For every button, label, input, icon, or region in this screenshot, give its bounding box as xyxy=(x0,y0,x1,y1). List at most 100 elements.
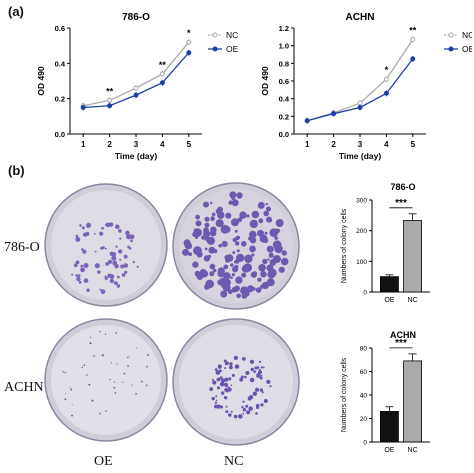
colony-dot xyxy=(231,373,235,377)
x-axis-label-786-o: Time (day) xyxy=(115,151,158,161)
colony-dot xyxy=(215,395,218,398)
colony-dot xyxy=(234,364,240,369)
colony-dot xyxy=(104,223,107,226)
colony-dot xyxy=(230,410,233,413)
colony-dot xyxy=(249,245,256,253)
colony-dot xyxy=(258,368,261,371)
colony-dot xyxy=(188,252,192,257)
y-tick-label-bar-achn: 40 xyxy=(360,393,368,400)
colony-dot xyxy=(212,268,217,273)
colony-dot xyxy=(255,412,258,415)
colony-dot xyxy=(259,376,263,380)
colony-dot xyxy=(62,371,64,373)
colony-dot xyxy=(220,405,224,409)
legend-label-nc-achn: NC xyxy=(462,30,472,40)
colony-dot xyxy=(119,237,122,240)
data-point-oe-786-o xyxy=(107,103,113,109)
colony-dot xyxy=(101,226,104,230)
significance-mark-achn: ** xyxy=(409,25,417,35)
colony-dot xyxy=(91,399,94,402)
x-tick-label-786-o: 4 xyxy=(160,140,165,149)
colony-dot xyxy=(269,259,277,266)
colony-dot xyxy=(81,366,83,369)
colony-dot xyxy=(130,239,133,243)
colony-dot xyxy=(223,359,227,363)
colony-dot xyxy=(126,234,132,240)
y-tick-label-786-o: 0.0 xyxy=(55,130,65,139)
col-label-nc: NC xyxy=(224,454,244,469)
colony-dot xyxy=(71,404,73,406)
colony-dot xyxy=(243,263,252,272)
colony-dot xyxy=(234,259,240,264)
colony-dot xyxy=(204,216,210,222)
colony-dot xyxy=(108,259,112,264)
y-tick-label-bar-achn: 0 xyxy=(363,440,367,447)
colony-dot xyxy=(145,384,148,387)
colony-dot xyxy=(257,277,262,282)
colony-dot xyxy=(123,254,128,259)
colony-dot xyxy=(241,241,247,247)
colony-dot xyxy=(116,284,121,288)
colony-dot xyxy=(209,271,215,277)
data-point-oe-achn xyxy=(304,118,310,124)
colony-dot xyxy=(69,387,71,388)
colony-dot xyxy=(217,386,220,390)
x-tick-label-786-o: 2 xyxy=(107,140,112,149)
colony-dot xyxy=(223,264,229,270)
colony-dot xyxy=(131,384,133,386)
y-tick-label-bar-786-o: 0 xyxy=(363,290,367,297)
x-tick-label-achn: 4 xyxy=(384,140,389,149)
colony-dot xyxy=(104,275,107,278)
chart-title-786-o: 786-O xyxy=(122,12,150,23)
y-tick-label-bar-786-o: 100 xyxy=(356,259,367,266)
colony-dot xyxy=(223,272,231,280)
colony-dot xyxy=(120,264,125,269)
legend-marker-oe-achn xyxy=(448,46,454,52)
colony-dot xyxy=(266,379,271,384)
colony-dot xyxy=(280,257,289,266)
colony-dot xyxy=(97,270,101,274)
colony-dot xyxy=(266,264,274,272)
colony-dot xyxy=(214,401,217,404)
colony-dot xyxy=(215,219,223,227)
colony-dot xyxy=(227,386,230,389)
y-tick-label-bar-786-o: 200 xyxy=(356,228,367,235)
colony-dot xyxy=(260,403,264,407)
colony-dot xyxy=(128,355,130,357)
y-tick-label-bar-786-o: 300 xyxy=(356,198,367,205)
colony-dot xyxy=(249,237,257,244)
colony-dot xyxy=(251,210,260,219)
colony-dot xyxy=(194,235,199,239)
y-tick-label-786-o: 0.2 xyxy=(55,95,65,104)
colony-dot xyxy=(236,249,240,253)
colony-dot xyxy=(80,267,85,273)
significance-mark-bar-achn: *** xyxy=(395,338,407,349)
x-tick-label-achn: 3 xyxy=(358,140,363,149)
colony-dot xyxy=(265,202,268,206)
colony-dot xyxy=(219,376,223,380)
colony-dot xyxy=(81,226,85,230)
colony-dot xyxy=(220,290,228,298)
colony-dot xyxy=(147,354,149,356)
colony-dot xyxy=(224,377,229,382)
y-axis-label-bar-786-o: Numbers of colony cells xyxy=(341,208,348,283)
colony-dot xyxy=(209,387,214,391)
colony-dot xyxy=(211,396,215,401)
colony-dot xyxy=(210,201,213,205)
legend-label-oe-786-o: OE xyxy=(226,44,239,54)
colony-dot xyxy=(93,233,96,235)
colony-dot xyxy=(135,392,137,395)
chart-title-achn: ACHN xyxy=(346,12,375,23)
colony-dot xyxy=(255,403,260,408)
colony-dot xyxy=(71,273,74,276)
colony-dot xyxy=(239,211,247,219)
colony-dot xyxy=(229,362,233,366)
x-tick-label-nc-bar-achn: NC xyxy=(408,447,418,454)
colony-dot xyxy=(195,214,200,220)
colony-dot xyxy=(224,255,230,260)
colony-dot xyxy=(231,286,238,293)
colony-dot xyxy=(218,366,221,369)
colony-dot xyxy=(204,247,208,251)
colony-dot xyxy=(266,246,271,251)
panel-label-a: (a) xyxy=(8,4,24,19)
